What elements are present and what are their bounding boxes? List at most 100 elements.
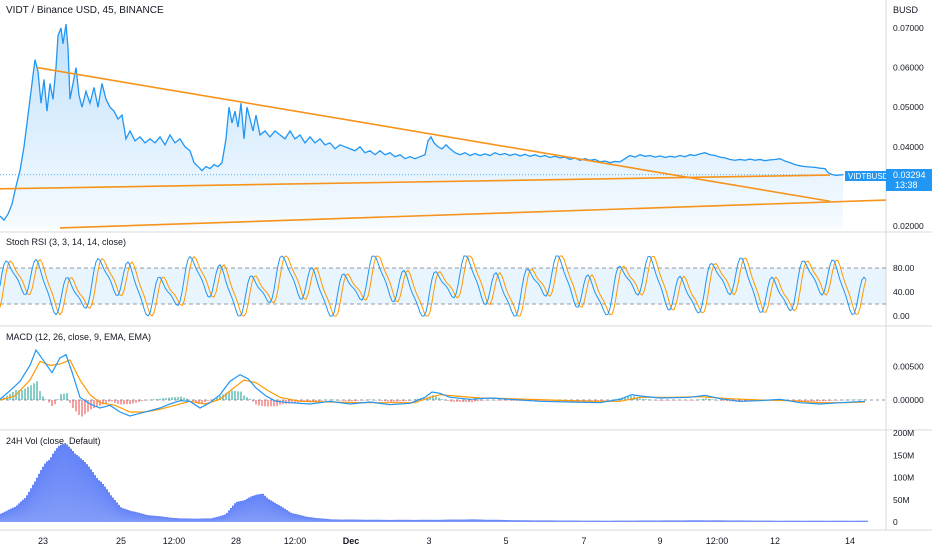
volume-bar [454, 519, 456, 522]
volume-bar [56, 448, 58, 522]
volume-bar [104, 486, 106, 522]
macd-histogram-bar [648, 399, 650, 400]
volume-bar [210, 518, 212, 522]
macd-histogram-bar [849, 399, 851, 401]
macd-histogram-bar [693, 400, 695, 401]
volume-bar [130, 510, 132, 522]
volume-bar [754, 520, 756, 522]
trendline-1[interactable] [36, 66, 831, 203]
volume-bar [784, 520, 786, 522]
macd-histogram-bar [552, 400, 554, 402]
price-line [0, 23, 844, 222]
volume-bar [768, 520, 770, 522]
macd-histogram-bar [276, 400, 278, 407]
volume-bar [360, 519, 362, 522]
macd-histogram-bar [651, 399, 653, 401]
volume-bar [584, 520, 586, 522]
macd-histogram-bar [378, 400, 380, 401]
time-axis[interactable]: 23 25 12:00 28 12:00 Dec 3 5 7 9 12:00 12 14 [38, 536, 855, 546]
macd-histogram-bar [483, 400, 485, 401]
volume-bar [582, 520, 584, 522]
macd-histogram-bar [636, 397, 638, 400]
macd-histogram-bar [228, 391, 230, 400]
volume-bar [736, 520, 738, 522]
volume-bar [72, 451, 74, 522]
volume-bar [252, 495, 254, 522]
volume-bar [276, 504, 278, 522]
macd-histogram-bar [435, 396, 437, 400]
volume-bar [642, 520, 644, 522]
volume-bar [206, 518, 208, 522]
trendline-2[interactable] [0, 174, 831, 190]
macd-histogram-bar [411, 400, 413, 401]
macd-histogram-bar [462, 400, 464, 402]
volume-bar [164, 516, 166, 522]
volume-bar [142, 513, 144, 522]
volume-bar [416, 519, 418, 522]
volume-bar [442, 519, 444, 522]
volume-bar [502, 519, 504, 522]
volume-bar [834, 520, 836, 522]
volume-bar [380, 519, 382, 522]
volume-bar [378, 519, 380, 522]
macd-histogram-bar [45, 399, 47, 400]
macd-histogram-bar [699, 399, 701, 400]
time-tick-label: 12 [770, 536, 780, 546]
volume-bar [540, 520, 542, 522]
volume-bar [242, 500, 244, 522]
volume-bar [368, 519, 370, 522]
volume-bar [436, 519, 438, 522]
volume-bar [516, 520, 518, 522]
volume-bar [58, 445, 60, 522]
macd-histogram-bar [363, 400, 365, 401]
volume-bar [200, 518, 202, 522]
macd-histogram-bar [372, 399, 374, 401]
volume-bar [816, 520, 818, 522]
macd-histogram-bar [216, 397, 218, 400]
volume-bar [804, 520, 806, 522]
volume-bar [714, 520, 716, 522]
volume-bar [478, 519, 480, 522]
macd-histogram-bar [381, 400, 383, 401]
volume-bar [824, 520, 826, 522]
volume-bar [260, 493, 262, 522]
volume-bar [14, 506, 16, 522]
volume-bar [244, 499, 246, 522]
volume-bar [208, 518, 210, 522]
macd-histogram-bar [510, 400, 512, 401]
volume-bar [342, 519, 344, 522]
macd-histogram-bar [240, 391, 242, 400]
volume-bar [430, 519, 432, 522]
volume-tick-label: 150M [893, 450, 914, 460]
macd-histogram-bar [687, 400, 689, 401]
volume-bar [588, 520, 590, 522]
volume-bar [744, 520, 746, 522]
volume-bar [30, 488, 32, 522]
trendline-3[interactable] [59, 199, 887, 229]
volume-bar [504, 519, 506, 522]
volume-bar [114, 500, 116, 522]
volume-bar [468, 519, 470, 522]
volume-bar [846, 520, 848, 522]
volume-bar [292, 513, 294, 522]
volume-bar [386, 519, 388, 522]
macd-histogram-bar [114, 400, 116, 403]
trendlines[interactable] [0, 66, 887, 229]
volume-bar [94, 475, 96, 522]
volume-bar [158, 516, 160, 522]
volume-bar [398, 519, 400, 522]
macd-histogram-bar [396, 400, 398, 402]
volume-bar [196, 518, 198, 522]
macd-histogram-bar [498, 400, 500, 401]
macd-histogram-bar [207, 400, 209, 401]
volume-bar [102, 484, 104, 522]
volume-bar [794, 520, 796, 522]
macd-histogram-bar [852, 399, 854, 401]
volume-bar [410, 519, 412, 522]
macd-histogram-bar [639, 398, 641, 400]
macd-histogram-bar [438, 397, 440, 400]
macd-histogram-bar [819, 400, 821, 402]
volume-bar [48, 460, 50, 522]
volume-bar [866, 520, 868, 522]
